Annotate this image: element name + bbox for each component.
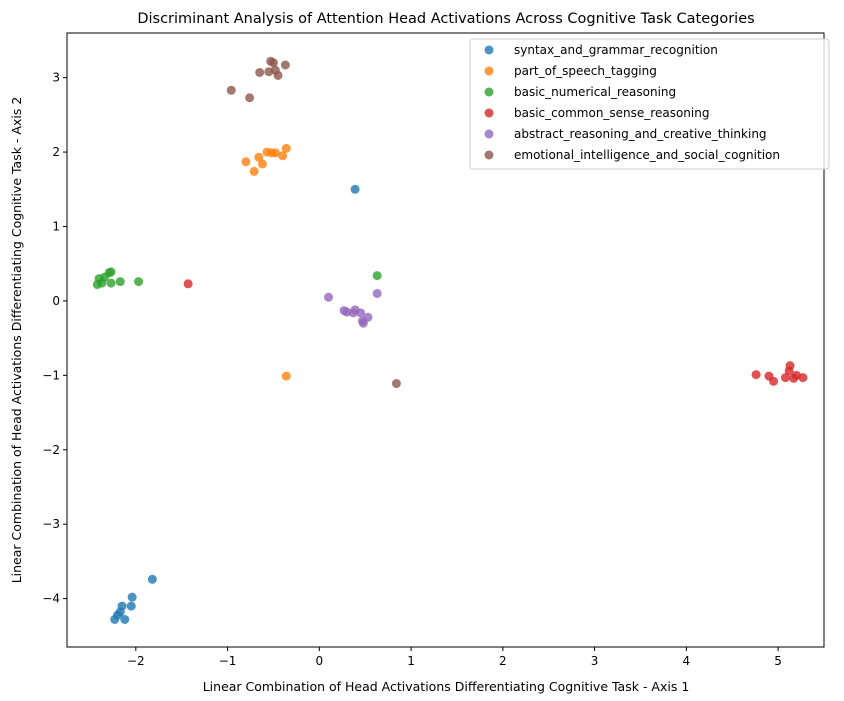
- legend-marker: [484, 150, 494, 160]
- data-point: [241, 157, 251, 167]
- x-tick-label: −1: [219, 654, 237, 668]
- legend-label: part_of_speech_tagging: [514, 64, 657, 78]
- legend-items: syntax_and_grammar_recognition part_of_sp…: [484, 43, 780, 162]
- data-point: [245, 93, 255, 103]
- legend-label: abstract_reasoning_and_creative_thinking: [514, 127, 767, 141]
- legend-frame: [469, 38, 830, 170]
- series-basic_numerical_reasoning: [92, 267, 382, 290]
- x-tick-label: 3: [591, 654, 599, 668]
- series-emotional_intelligence_and_social_cognition: [226, 56, 401, 389]
- y-axis-label: Linear Combination of Head Activations D…: [9, 97, 24, 584]
- data-point: [356, 308, 366, 318]
- data-point: [798, 373, 808, 383]
- data-point: [115, 277, 125, 287]
- legend: syntax_and_grammar_recognition part_of_sp…: [469, 38, 830, 170]
- x-tick-label: 0: [316, 654, 324, 668]
- legend-marker: [484, 108, 494, 118]
- data-point: [127, 592, 137, 602]
- data-point: [391, 379, 401, 389]
- data-point: [268, 58, 278, 68]
- data-point: [785, 361, 795, 371]
- data-point: [372, 288, 382, 298]
- legend-marker: [484, 129, 494, 139]
- data-point: [281, 371, 291, 381]
- legend-label: basic_common_sense_reasoning: [514, 106, 709, 120]
- data-point: [280, 60, 290, 70]
- data-point: [254, 152, 264, 162]
- x-tick-label: 5: [774, 654, 782, 668]
- legend-marker: [484, 66, 494, 76]
- data-point: [363, 312, 373, 322]
- series-syntax_and_grammar_recognition: [110, 184, 360, 624]
- data-point: [106, 278, 116, 288]
- x-tick-label: 2: [499, 654, 507, 668]
- y-tick-label: −1: [42, 368, 60, 382]
- data-point: [183, 279, 193, 289]
- y-tick-label: 0: [52, 294, 60, 308]
- x-tick-label: 4: [683, 654, 691, 668]
- data-point: [281, 143, 291, 153]
- data-point: [249, 166, 259, 176]
- series-abstract_reasoning_and_creative_thinking: [324, 288, 382, 328]
- data-point: [147, 574, 157, 584]
- data-point: [255, 67, 265, 77]
- x-axis-label: Linear Combination of Head Activations D…: [203, 679, 690, 694]
- x-tick-label: −2: [127, 654, 145, 668]
- data-point: [278, 151, 288, 161]
- chart-title: Discriminant Analysis of Attention Head …: [137, 11, 754, 27]
- data-point: [780, 373, 790, 383]
- data-point: [126, 601, 136, 611]
- y-tick-label: −3: [42, 517, 60, 531]
- data-point: [270, 148, 280, 158]
- plot-frame: [66, 32, 825, 648]
- series-part_of_speech_tagging: [241, 143, 291, 381]
- legend-label: emotional_intelligence_and_social_cognit…: [514, 148, 780, 162]
- y-tick-label: 3: [52, 71, 60, 85]
- y-axis-ticks: −4 −3 −2 −1 0 1 2 3: [42, 71, 67, 606]
- data-point: [117, 601, 127, 611]
- data-point: [273, 70, 283, 80]
- data-point: [106, 267, 116, 277]
- data-point: [257, 159, 267, 169]
- y-tick-label: 1: [52, 220, 60, 234]
- data-point: [372, 271, 382, 281]
- data-points: [92, 56, 808, 624]
- data-point: [769, 376, 779, 386]
- data-point: [120, 614, 130, 624]
- data-point: [134, 277, 144, 287]
- legend-marker: [484, 87, 494, 97]
- legend-marker: [484, 45, 494, 55]
- y-tick-label: 2: [52, 145, 60, 159]
- series-basic_common_sense_reasoning: [183, 279, 808, 386]
- y-tick-label: −2: [42, 443, 60, 457]
- data-point: [751, 370, 761, 380]
- data-point: [324, 292, 334, 302]
- y-tick-label: −4: [42, 592, 60, 606]
- x-axis-ticks: −2 −1 0 1 2 3 4 5: [127, 647, 782, 668]
- data-point: [226, 85, 236, 95]
- legend-label: basic_numerical_reasoning: [514, 85, 676, 99]
- data-point: [350, 184, 360, 194]
- legend-label: syntax_and_grammar_recognition: [514, 43, 718, 57]
- x-tick-label: 1: [407, 654, 415, 668]
